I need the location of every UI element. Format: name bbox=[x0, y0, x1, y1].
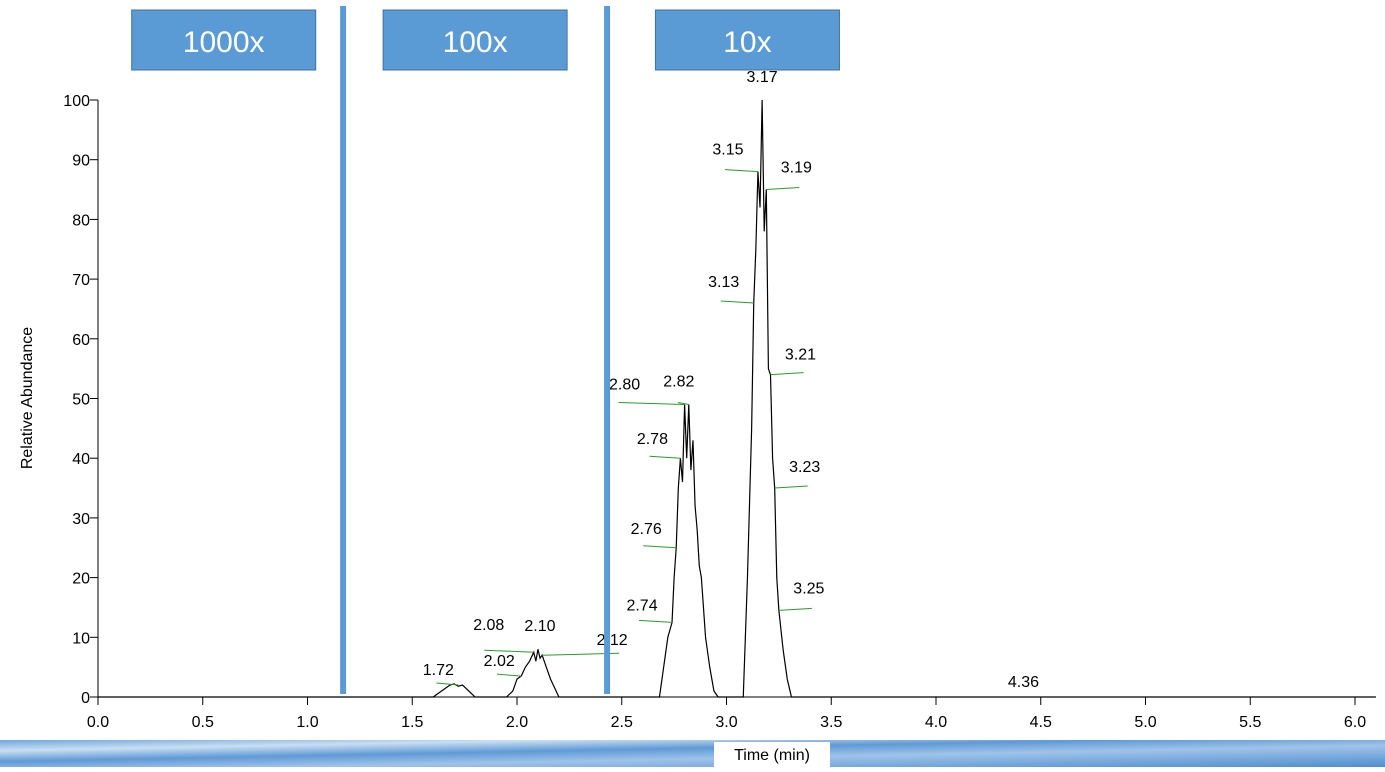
y-tick-label: 40 bbox=[72, 451, 90, 468]
x-tick-label: 0.5 bbox=[192, 714, 214, 731]
x-tick-label: 3.0 bbox=[715, 714, 737, 731]
peak-label: 1.72 bbox=[423, 662, 454, 679]
leader bbox=[484, 650, 534, 652]
peak-label: 3.19 bbox=[781, 160, 812, 177]
divider bbox=[604, 6, 610, 694]
y-tick-label: 50 bbox=[72, 392, 90, 409]
x-axis-label: Time (min) bbox=[734, 747, 810, 764]
leader bbox=[643, 546, 676, 548]
peak-label: 3.13 bbox=[708, 274, 739, 291]
x-tick-label: 2.0 bbox=[506, 714, 528, 731]
y-tick-label: 70 bbox=[72, 272, 90, 289]
x-tick-label: 4.0 bbox=[925, 714, 947, 731]
y-tick-label: 30 bbox=[72, 511, 90, 528]
x-tick-label: 1.0 bbox=[296, 714, 318, 731]
region-label: 10x bbox=[723, 26, 771, 59]
region-label: 1000x bbox=[183, 26, 265, 59]
banner bbox=[0, 740, 1385, 767]
peak-label: 2.76 bbox=[631, 521, 662, 538]
x-tick-label: 0.0 bbox=[87, 714, 109, 731]
leader bbox=[619, 402, 685, 404]
peak-label: 3.21 bbox=[785, 347, 816, 364]
peak-label: 4.36 bbox=[1008, 674, 1039, 691]
peak-label: 3.23 bbox=[789, 459, 820, 476]
leader bbox=[766, 188, 799, 190]
peak-label: 2.80 bbox=[609, 376, 640, 393]
leader bbox=[779, 608, 812, 610]
leader bbox=[770, 373, 803, 375]
y-axis-label: Relative Abundance bbox=[19, 327, 36, 469]
x-tick-label: 5.5 bbox=[1239, 714, 1261, 731]
leader bbox=[721, 301, 754, 303]
leader bbox=[775, 486, 808, 488]
leader bbox=[497, 674, 521, 676]
trace bbox=[98, 100, 1376, 697]
y-tick-label: 10 bbox=[72, 630, 90, 647]
x-tick-label: 5.0 bbox=[1134, 714, 1156, 731]
peak-label: 3.17 bbox=[747, 69, 778, 86]
peak-label: 3.15 bbox=[712, 142, 743, 159]
y-tick-label: 0 bbox=[81, 690, 90, 707]
chart: Time (min) Relative Abundance 0 10 20 30 40 5… bbox=[0, 0, 1385, 767]
x-tick-label: 4.5 bbox=[1030, 714, 1052, 731]
y-tick-label: 90 bbox=[72, 153, 90, 170]
peak-label: 3.25 bbox=[793, 580, 824, 597]
region-label: 100x bbox=[443, 26, 508, 59]
x-tick-label: 6.0 bbox=[1344, 714, 1366, 731]
peak-label: 2.02 bbox=[484, 653, 515, 670]
divider bbox=[340, 6, 346, 694]
peak-label: 2.10 bbox=[524, 618, 555, 635]
y-tick-label: 60 bbox=[72, 332, 90, 349]
y-tick-label: 20 bbox=[72, 571, 90, 588]
peak-label: 2.74 bbox=[626, 597, 657, 614]
x-tick-label: 3.5 bbox=[820, 714, 842, 731]
leader bbox=[639, 620, 672, 622]
peak-label: 2.12 bbox=[597, 632, 628, 649]
peak-label: 2.82 bbox=[663, 373, 694, 390]
y-tick-label: 80 bbox=[72, 212, 90, 229]
x-tick-label: 2.5 bbox=[611, 714, 633, 731]
y-tick-label: 100 bbox=[63, 93, 90, 110]
x-tick-label: 1.5 bbox=[401, 714, 423, 731]
leader bbox=[650, 456, 681, 458]
leader bbox=[725, 170, 758, 172]
peak-label: 2.78 bbox=[637, 431, 668, 448]
peak-label: 2.08 bbox=[473, 617, 504, 634]
